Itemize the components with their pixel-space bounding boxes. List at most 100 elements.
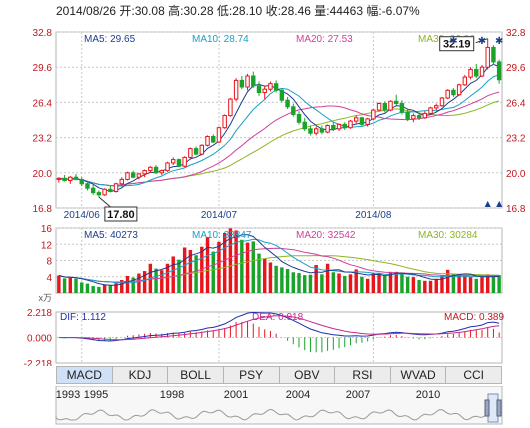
volume-bar (348, 274, 353, 293)
macd-dea-legend: DEA: 0.918 (252, 312, 304, 323)
tab-obv[interactable]: OBV (280, 367, 336, 383)
tab-macd[interactable]: MACD (57, 367, 113, 383)
event-marker-icon: ✱ (449, 36, 457, 47)
volume-bar (411, 277, 416, 293)
price-y-tick-right: 23.2 (506, 134, 526, 145)
candle-body (136, 173, 142, 178)
volume-bar (251, 241, 255, 293)
volume-ma5-line (58, 234, 500, 286)
low-value: 28.10 (232, 4, 263, 18)
candle-body (485, 46, 490, 68)
candle-body (102, 188, 107, 196)
volume-bar (343, 275, 347, 293)
candle-body (125, 172, 130, 180)
candle-body (422, 112, 428, 119)
volume-y-tick: 12 (41, 240, 53, 251)
price-y-tick-right: 26.4 (506, 98, 526, 109)
candle-body (188, 148, 193, 158)
high-callout-leader (475, 38, 488, 44)
candle-body (348, 120, 353, 129)
volume-bar (394, 271, 398, 293)
volume-bar (423, 280, 427, 293)
candle-body (336, 123, 342, 130)
volume-bar (400, 272, 404, 293)
price-y-tick-right: 16.8 (506, 204, 526, 215)
tab-boll[interactable]: BOLL (168, 367, 224, 383)
price-x-tick: 2014/06 (64, 210, 101, 221)
candle-body (428, 107, 433, 114)
candle-body (382, 103, 387, 111)
candle-body (285, 99, 290, 108)
candle-body (279, 89, 285, 101)
candle-body (291, 106, 296, 116)
candle-body (171, 159, 176, 164)
price-y-tick-left: 20.0 (33, 169, 53, 180)
volume-moving-averages (58, 234, 500, 286)
candle-body (474, 68, 479, 77)
macd-lines (58, 311, 500, 342)
volume-bar (428, 280, 433, 293)
volume-y-tick: 16 (41, 224, 53, 235)
volume-bar (57, 275, 61, 293)
volume-bar (245, 242, 250, 293)
candle-body (142, 170, 147, 175)
candle-body (90, 187, 96, 194)
timeline-year-label: 2007 (346, 389, 370, 401)
candle-body (491, 46, 496, 63)
candle-body (416, 115, 422, 119)
tab-psy[interactable]: PSY (224, 367, 280, 383)
volume-bar (480, 277, 484, 293)
tab-kdj[interactable]: KDJ (113, 367, 169, 383)
volume-bar (314, 264, 318, 293)
candle-body (262, 88, 267, 93)
volume-bar (285, 269, 290, 293)
candle-body (199, 144, 205, 155)
volume-bar (137, 273, 141, 293)
change-value: -6.07% (381, 4, 420, 18)
volume-bar (325, 263, 330, 293)
candle-body (222, 115, 227, 129)
candle-body (228, 98, 233, 117)
volume-bar (131, 277, 135, 293)
volume-bar (154, 268, 158, 293)
volume-bar (211, 251, 215, 293)
volume-bar (320, 274, 324, 293)
candle-body (411, 115, 416, 120)
price-x-tick: 2014/08 (355, 210, 392, 221)
candle-body (462, 76, 468, 86)
volume-y-tick: 4 (46, 273, 52, 284)
volume-bar (262, 258, 267, 293)
candle-body (62, 177, 67, 182)
candle-body (165, 162, 170, 172)
candle-body (211, 136, 216, 143)
macd-y-tick: 2.218 (27, 308, 52, 319)
tab-cci[interactable]: CCI (463, 368, 485, 382)
open-label: 开: (119, 4, 135, 18)
high-value: 30.28 (183, 4, 214, 18)
volume-bar (171, 256, 175, 293)
candle-body (256, 85, 262, 94)
price-x-tick: 2014/07 (201, 210, 238, 221)
volume-ma-legend-item: MA10: 33847 (192, 230, 252, 241)
volume-bar (74, 278, 78, 293)
candle-body (371, 109, 376, 120)
candle-body (159, 170, 164, 174)
volume-bar (125, 275, 130, 293)
candle-body (388, 100, 393, 111)
candle-body (405, 111, 410, 120)
timeline-right-handle[interactable] (496, 399, 502, 417)
volume-ma-legend-item: MA5: 40273 (84, 230, 138, 241)
timeline-history-sparkline (55, 408, 503, 421)
timeline-navigator[interactable]: 1993 1995 1998 2001 2004 2007 2010 (0, 386, 530, 426)
volume-bar (165, 263, 170, 293)
tab-rsi[interactable]: RSI (335, 367, 391, 383)
tab-wvad[interactable]: WVAD (391, 367, 447, 383)
volume-bar (177, 259, 181, 293)
candle-body (153, 166, 159, 174)
volume-bar (274, 265, 278, 293)
volume-bar (308, 274, 313, 293)
candle-body (233, 79, 239, 100)
candle-body (56, 177, 62, 180)
timeline-left-handle[interactable] (484, 399, 490, 417)
volume-bar (108, 284, 113, 293)
